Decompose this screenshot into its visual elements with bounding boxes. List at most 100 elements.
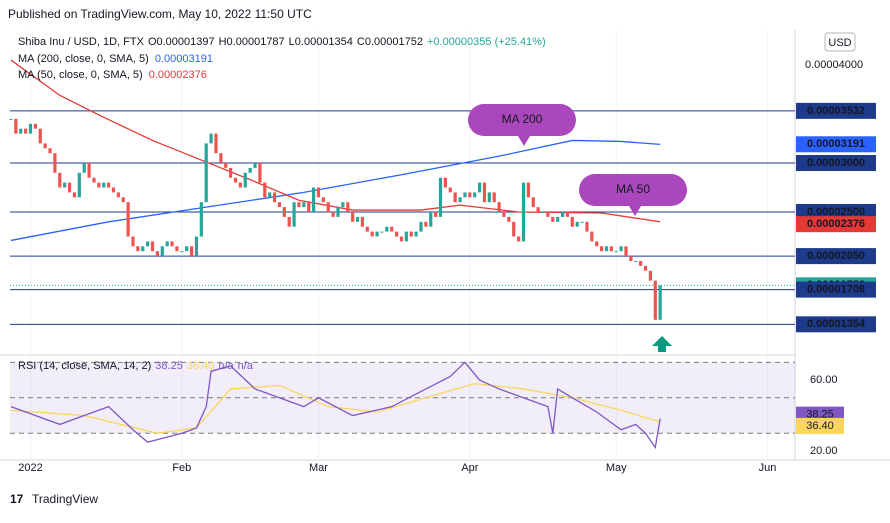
y-tick-label: 60.00: [810, 374, 838, 386]
candle: [312, 187, 316, 213]
legend-ma: MA (50, close, 0, SMA, 5) 0.00002376: [18, 69, 207, 81]
candle: [53, 153, 57, 173]
candle: [180, 251, 184, 253]
candle: [14, 118, 18, 134]
candle: [551, 216, 555, 222]
x-tick-label: May: [606, 462, 627, 474]
candle: [585, 221, 589, 232]
candle: [570, 216, 574, 227]
y-tick-label: 0.00004000: [805, 59, 863, 71]
candle: [19, 128, 23, 134]
candle: [351, 212, 355, 222]
candle: [360, 216, 365, 227]
candle: [97, 182, 101, 188]
candle: [434, 212, 438, 217]
candle: [248, 167, 252, 173]
legend-value: 38.25: [155, 360, 183, 372]
candle: [48, 148, 52, 154]
annotation-bubble: [468, 104, 576, 146]
candle: [629, 256, 633, 262]
candle: [624, 246, 628, 257]
candle: [385, 226, 389, 232]
candle: [453, 192, 457, 203]
candle: [106, 182, 111, 188]
candle: [297, 202, 301, 208]
candle: [175, 246, 179, 252]
candle: [473, 192, 477, 198]
x-tick-label: Apr: [461, 462, 478, 474]
candle: [639, 261, 643, 266]
brand: TradingView: [32, 492, 98, 506]
candle: [565, 212, 570, 217]
price-label-box: [796, 281, 876, 298]
legend: Shiba Inu / USD, 1D, FTX O0.00001397 H0.00…: [18, 36, 546, 48]
price-label: 0.00001354: [807, 318, 866, 330]
candle: [243, 172, 247, 188]
candle: [424, 221, 428, 227]
candle: [9, 118, 13, 120]
candle: [58, 172, 62, 188]
candle: [482, 182, 487, 203]
candle: [331, 212, 335, 217]
candle: [146, 241, 150, 247]
candle: [92, 177, 96, 183]
x-tick-label: Feb: [172, 462, 191, 474]
price-label: 0.00001708: [807, 284, 865, 296]
value-label: 36.40: [806, 420, 834, 432]
candle: [355, 216, 360, 222]
candle: [541, 212, 545, 214]
legend-value: 36.40: [187, 360, 215, 372]
x-tick-label: Jun: [759, 462, 777, 474]
candle: [497, 202, 501, 213]
candle: [307, 202, 311, 213]
candle: [287, 216, 291, 227]
candle: [341, 202, 345, 208]
candle: [468, 192, 472, 198]
candle: [219, 153, 223, 163]
candle: [165, 241, 169, 247]
candle: [229, 167, 233, 178]
candle: [575, 221, 579, 227]
candle: [336, 207, 340, 217]
candle: [126, 202, 130, 237]
candle: [189, 246, 194, 257]
candle: [150, 241, 155, 252]
candle: [580, 221, 584, 223]
candle: [326, 202, 330, 213]
candle: [214, 133, 218, 154]
legend-ma-name: MA (200, close, 0, SMA, 5): [18, 53, 149, 65]
candle: [409, 231, 413, 237]
candle: [121, 197, 125, 203]
line-series: [10, 139, 661, 242]
legend-item: n/a: [218, 360, 234, 372]
currency-button[interactable]: [824, 32, 856, 52]
legend-ma-value: 0.00003191: [155, 53, 213, 65]
candle: [136, 246, 140, 252]
value-box: [796, 417, 844, 434]
price-label-box: [796, 154, 876, 171]
annotation: MA 50: [616, 182, 650, 196]
candle: [375, 231, 379, 237]
candle: [521, 182, 526, 242]
candle: [194, 236, 199, 257]
candle: [292, 202, 296, 227]
price-label-box: [796, 136, 876, 153]
candle: [131, 236, 135, 247]
candle: [517, 236, 521, 242]
candle: [653, 280, 657, 320]
price-label-box: [796, 216, 876, 233]
candle: [536, 207, 540, 213]
line-series: [10, 382, 661, 434]
x-tick-label: 2022: [18, 462, 42, 474]
candle: [619, 246, 623, 252]
legend: RSI (14, close, SMA, 14, 2) 38.25 36.40 n/a…: [18, 360, 254, 372]
candle: [111, 187, 116, 193]
candle: [116, 192, 120, 198]
legend-item: O0.00001397: [148, 36, 215, 48]
currency[interactable]: USD: [828, 37, 851, 49]
legend-ma-name: MA (50, close, 0, SMA, 5): [18, 69, 143, 81]
candle: [302, 202, 306, 208]
candle: [477, 182, 482, 193]
candle: [155, 251, 160, 257]
candle: [77, 172, 81, 198]
